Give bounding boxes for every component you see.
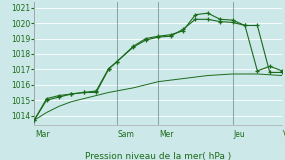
Text: Mer: Mer (159, 130, 174, 139)
Text: Sam: Sam (118, 130, 135, 139)
Text: Ven: Ven (283, 130, 285, 139)
Text: Mar: Mar (35, 130, 50, 139)
Text: Pression niveau de la mer( hPa ): Pression niveau de la mer( hPa ) (85, 152, 231, 160)
Text: Jeu: Jeu (234, 130, 245, 139)
